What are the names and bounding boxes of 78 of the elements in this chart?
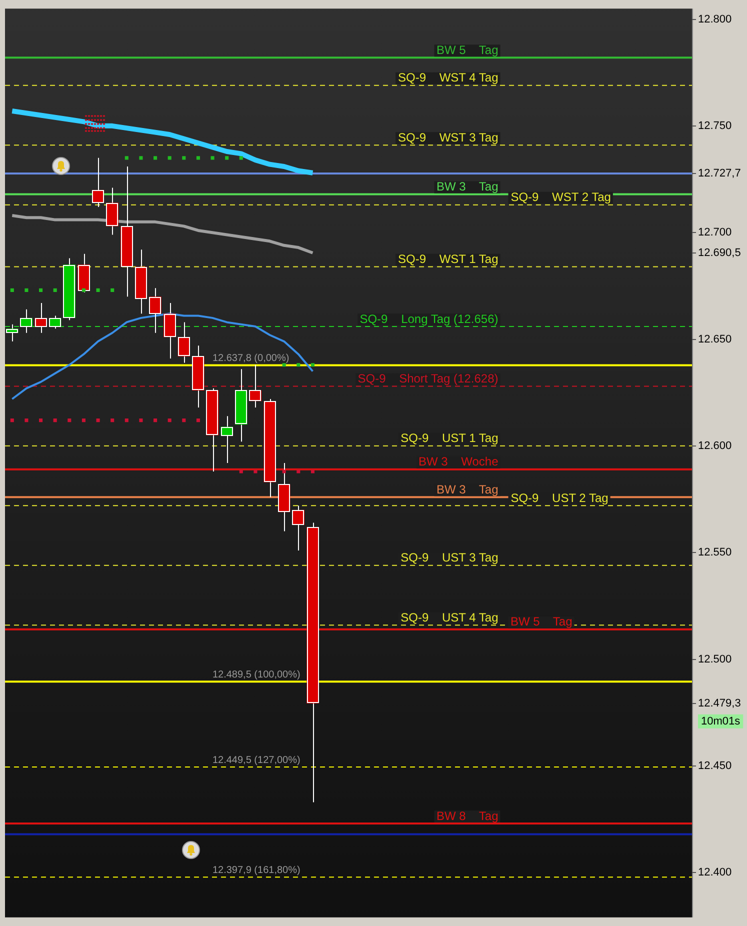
ref-line-label: SQ-9 WST 2 Tag	[510, 190, 611, 204]
ref-line-label: BW 3 Tag	[436, 180, 498, 194]
point	[139, 156, 143, 160]
y-tick-label: 12.690,5	[698, 246, 741, 259]
y-tick-label: 12.700	[698, 226, 732, 239]
point	[110, 288, 114, 292]
point	[196, 156, 200, 160]
ref-line-label: SQ-9 Short Tag (12.628)	[358, 372, 498, 386]
y-tick-label: 12.479,3	[698, 697, 741, 710]
point	[39, 288, 43, 292]
y-tick-label: 12.450	[698, 760, 732, 772]
point	[154, 418, 158, 422]
point	[124, 418, 128, 422]
candlestick	[249, 364, 262, 408]
point	[182, 418, 186, 422]
point	[96, 288, 100, 292]
y-tick-label: 12.800	[698, 13, 732, 26]
point	[196, 418, 200, 422]
y-tick-label: 12.727,7	[698, 168, 741, 180]
candlestick	[178, 322, 190, 364]
point	[296, 470, 300, 474]
candlestick	[292, 505, 304, 551]
y-tick-label: 12.650	[698, 333, 732, 346]
point	[82, 418, 86, 422]
point	[53, 288, 57, 292]
point	[168, 418, 172, 422]
y-tick-label: 12.600	[698, 440, 732, 452]
candlestick	[106, 187, 118, 236]
point	[239, 156, 243, 160]
ref-line-label: SQ-9 WST 3 Tag	[398, 130, 498, 144]
candlestick	[164, 302, 176, 359]
point	[310, 470, 314, 474]
y-tick-label: 12.750	[698, 120, 732, 132]
ref-line-label: SQ-9 Long Tag (12.656)	[360, 312, 498, 326]
point	[82, 288, 86, 292]
ref-line-label: BW 5 Tag	[510, 614, 572, 629]
text: 10m01s	[701, 715, 741, 728]
point	[254, 470, 258, 474]
point	[96, 418, 100, 422]
candlestick	[92, 157, 104, 208]
ref-line-label: SQ-9 UST 4 Tag	[400, 610, 498, 624]
ref-line-label: SQ-9 UST 1 Tag	[400, 431, 498, 446]
point	[210, 156, 214, 160]
ref-line-label: BW 5 Tag	[436, 42, 498, 57]
point	[10, 288, 14, 292]
point	[239, 470, 243, 474]
point	[282, 470, 286, 474]
annotation: 12.449,5 (127,00%)	[212, 754, 300, 766]
ref-line-label: SQ-9 WST 4 Tag	[398, 70, 498, 85]
point	[39, 418, 43, 422]
y-tick-label: 12.550	[698, 546, 732, 559]
point	[168, 156, 172, 160]
candlestick	[6, 324, 18, 342]
candlestick	[149, 288, 162, 334]
annotation: 12.397,9 (161,80%)	[212, 864, 300, 876]
point	[68, 418, 72, 422]
point	[310, 363, 314, 367]
point	[53, 418, 57, 422]
ref-line-label: BW 8 Tag	[436, 808, 498, 823]
ref-line-label: SQ-9 WST 1 Tag	[398, 252, 498, 266]
point	[296, 363, 300, 367]
ref-line-label: SQ-9 UST 2 Tag	[510, 490, 608, 505]
point	[24, 288, 28, 292]
point	[225, 156, 229, 160]
point	[10, 418, 14, 422]
y-tick-label: 12.400	[698, 866, 732, 879]
point	[139, 418, 143, 422]
point	[110, 418, 114, 422]
annotation: 12.637,8 (0,00%)	[212, 353, 290, 364]
point	[182, 156, 186, 160]
ref-line-label: SQ-9 UST 3 Tag	[400, 550, 498, 565]
ref-line-label: BW 3 Tag	[436, 482, 498, 496]
point	[154, 156, 158, 160]
point	[24, 418, 28, 422]
ref-line-label: BW 3 Woche	[418, 454, 499, 469]
point	[124, 156, 128, 160]
y-tick-label: 12.500	[698, 653, 732, 666]
annotation: 12.489,5 (100,00%)	[212, 669, 300, 680]
